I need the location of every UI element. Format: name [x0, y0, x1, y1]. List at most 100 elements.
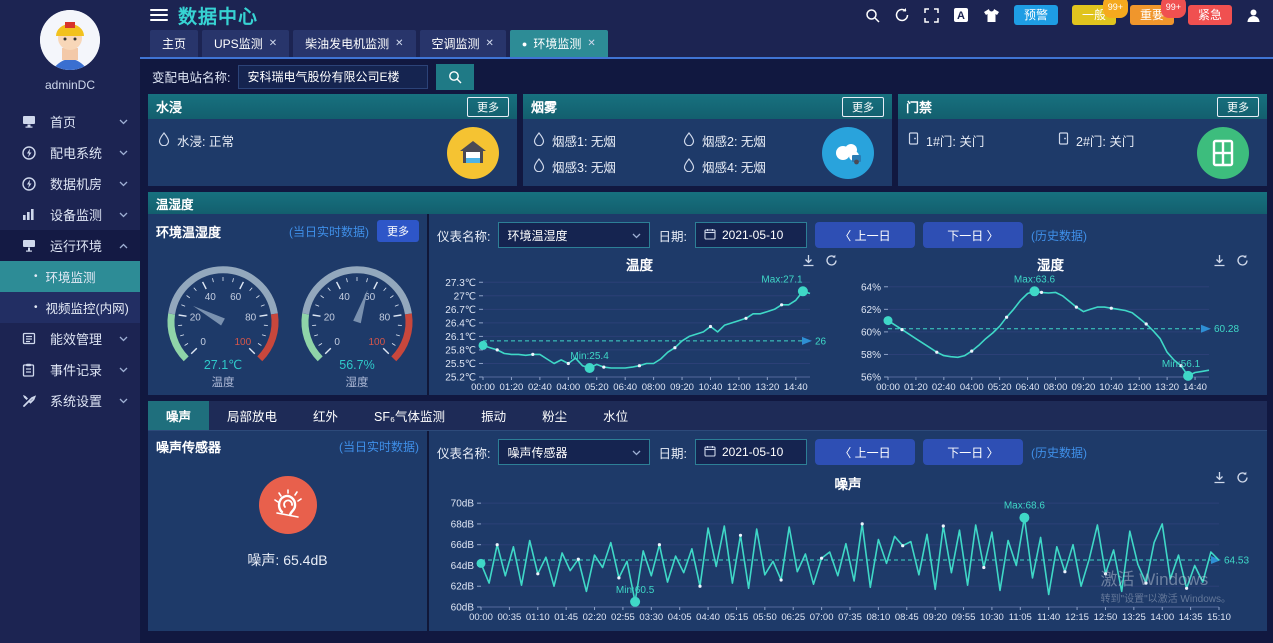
svg-text:06:25: 06:25 [781, 612, 805, 623]
fullscreen-icon[interactable] [924, 7, 939, 23]
svg-text:25.8℃: 25.8℃ [445, 345, 476, 356]
font-size-icon[interactable]: A [953, 7, 969, 23]
refresh-icon[interactable] [894, 7, 910, 23]
alarm-button-3[interactable]: 紧急 [1187, 5, 1232, 25]
panel-title: 水浸 [156, 100, 183, 115]
noise-date-input[interactable]: 2021-05-10 [694, 439, 807, 465]
temp-hum-prev-day-button[interactable]: 〈 上一日 [814, 222, 915, 248]
temp-humidity-controls: 仪表名称: 环境温湿度 日期: 2021-05-10 〈 上一日 下一日 〉 (… [437, 218, 1259, 252]
temp-hum-meter-select[interactable]: 环境温湿度 [498, 222, 651, 248]
svg-text:14:35: 14:35 [1179, 612, 1203, 623]
close-icon[interactable]: ✕ [268, 38, 278, 49]
svg-text:12:00: 12:00 [1127, 382, 1151, 393]
sensor-tab-0[interactable]: 噪声 [148, 401, 210, 430]
noise-next-day-button[interactable]: 下一日 〉 [922, 439, 1023, 465]
chart-toolbar [802, 254, 838, 270]
theme-icon[interactable] [983, 8, 1000, 23]
avatar[interactable] [40, 10, 100, 70]
search-icon [449, 70, 462, 83]
close-icon[interactable]: ✕ [485, 38, 494, 49]
svg-text:Max:68.6: Max:68.6 [1004, 501, 1046, 512]
more-button[interactable]: 更多 [842, 96, 884, 117]
refresh-icon[interactable] [1236, 254, 1249, 270]
alarm-button-2[interactable]: 重要 99+ [1129, 0, 1186, 25]
refresh-icon[interactable] [825, 254, 838, 270]
status-panels: 水浸 更多 水浸: 正常 烟雾 更多 烟感1: 无烟 烟感2: 无烟 烟感3: … [148, 94, 1267, 186]
sensor-tab-3[interactable]: SF₆气体监测 [374, 410, 446, 424]
sidebar-item-7[interactable]: 系统设置 [0, 385, 140, 416]
open-tab-3[interactable]: 空调监测 ✕ [419, 30, 506, 57]
download-icon[interactable] [1213, 254, 1226, 270]
svg-text:Min:60.5: Min:60.5 [616, 585, 655, 596]
sensor-tab-5[interactable]: 粉尘 [542, 410, 568, 424]
download-icon[interactable] [802, 254, 815, 270]
svg-text:00:00: 00:00 [471, 382, 495, 393]
svg-text:09:55: 09:55 [952, 612, 976, 623]
svg-text:25.2℃: 25.2℃ [445, 373, 476, 384]
svg-text:13:25: 13:25 [1122, 612, 1146, 623]
user-icon[interactable] [1246, 8, 1261, 23]
refresh-icon[interactable] [1236, 471, 1249, 487]
sensor-tab-2[interactable]: 红外 [313, 410, 339, 424]
panel-title: 门禁 [906, 100, 933, 115]
more-button[interactable]: 更多 [377, 220, 419, 242]
temp-humidity-chart-panel: 仪表名称: 环境温湿度 日期: 2021-05-10 〈 上一日 下一日 〉 (… [429, 214, 1267, 395]
temp-hum-date-input[interactable]: 2021-05-10 [694, 222, 807, 248]
sensor-tab-6[interactable]: 水位 [603, 410, 629, 424]
environment-icon [22, 239, 40, 252]
svg-text:62%: 62% [861, 305, 881, 316]
humidity-chart[interactable]: 湿度 56% 58% 60% 62% 64% 00:00 01:20 02:40 04:00 05:… [848, 252, 1253, 395]
svg-text:08:10: 08:10 [866, 612, 890, 623]
noise-prev-day-button[interactable]: 〈 上一日 [814, 439, 915, 465]
svg-text:Max:27.1: Max:27.1 [761, 274, 803, 285]
alarm-button-1[interactable]: 一般 99+ [1071, 0, 1128, 25]
station-search-input[interactable] [238, 64, 429, 89]
sidebar-subitem-4-0[interactable]: • 环境监测 [0, 261, 140, 292]
svg-text:05:15: 05:15 [725, 612, 749, 623]
svg-text:07:35: 07:35 [838, 612, 862, 623]
search-icon[interactable] [865, 8, 880, 23]
search-button[interactable] [436, 63, 475, 90]
noise-meter-select[interactable]: 噪声传感器 [498, 439, 651, 465]
open-tab-1[interactable]: UPS监测 ✕ [202, 30, 290, 57]
home-icon [22, 115, 40, 128]
status-panel-2: 门禁 更多 1#门: 关门 2#门: 关门 [898, 94, 1267, 186]
open-tab-0[interactable]: 主页 [150, 30, 199, 57]
chevron-down-icon [119, 396, 128, 406]
noise-history-link[interactable]: (历史数据) [1030, 445, 1087, 460]
svg-text:02:40: 02:40 [932, 382, 956, 393]
more-button[interactable]: 更多 [1217, 96, 1259, 117]
sidebar-item-0[interactable]: 首页 [0, 106, 140, 137]
sensor-tab-1[interactable]: 局部放电 [227, 410, 278, 424]
sidebar-item-2[interactable]: 数据机房 [0, 168, 140, 199]
droplet-icon [683, 157, 695, 175]
temperature-chart[interactable]: 温度 25.2℃ 25.5℃ 25.8℃ 26.1℃ 26.4℃ 26.7℃ 27℃ 27.3℃… [437, 252, 842, 395]
sensor-tab-4[interactable]: 振动 [481, 410, 507, 424]
menu-toggle-icon[interactable] [150, 6, 168, 24]
noise-chart[interactable]: 噪声 60dB 62dB 64dB 66dB 68dB 70dB 00:00 00:35 01:1… [437, 469, 1259, 627]
svg-text:100: 100 [234, 337, 251, 348]
svg-text:04:00: 04:00 [556, 382, 580, 393]
svg-text:11:05: 11:05 [1009, 612, 1032, 623]
sidebar-item-3[interactable]: 设备监测 [0, 199, 140, 230]
temp-hum-history-link[interactable]: (历史数据) [1030, 228, 1087, 243]
sidebar-item-6[interactable]: 事件记录 [0, 354, 140, 385]
sidebar-subitem-4-1[interactable]: • 视频监控(内网) [0, 292, 140, 323]
sidebar-item-1[interactable]: 配电系统 [0, 137, 140, 168]
more-button[interactable]: 更多 [467, 96, 509, 117]
data-room-icon [22, 176, 40, 191]
download-icon[interactable] [1213, 471, 1226, 487]
sidebar-item-4[interactable]: 运行环境 [0, 230, 140, 261]
svg-text:27.3℃: 27.3℃ [445, 278, 476, 289]
sensors-section: 噪声 局部放电 红外 SF₆气体监测 振动 粉尘 水位 噪声传感器 (当日实时数据) [148, 401, 1267, 631]
temp-hum-date-label: 日期: [658, 229, 687, 244]
open-tab-4[interactable]: ● 环境监测 ✕ [509, 30, 608, 57]
close-icon[interactable]: ✕ [395, 38, 404, 49]
temp-hum-next-day-button[interactable]: 下一日 〉 [922, 222, 1023, 248]
close-icon[interactable]: ✕ [587, 38, 596, 49]
alarm-button-0[interactable]: 预警 [1013, 5, 1058, 25]
sidebar-item-5[interactable]: 能效管理 [0, 323, 140, 354]
open-tab-2[interactable]: 柴油发电机监测 ✕ [293, 30, 416, 57]
noise-panel-title: 噪声传感器 [156, 440, 222, 455]
